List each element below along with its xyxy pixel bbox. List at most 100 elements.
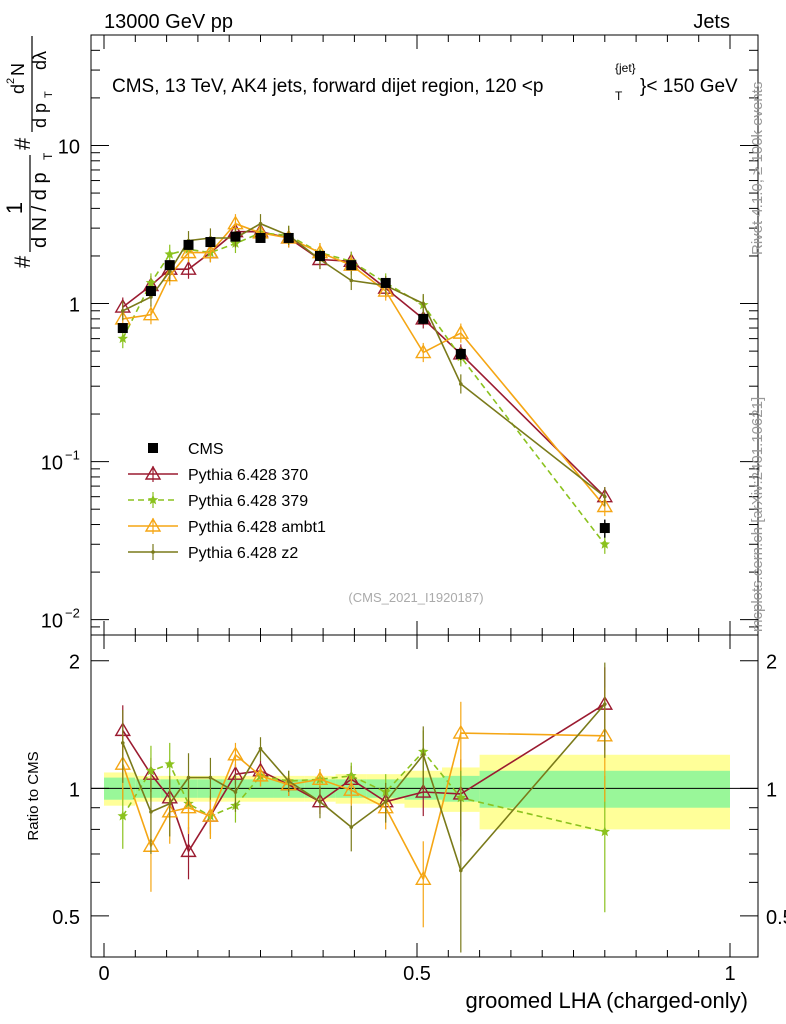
ratio-point-z2: [603, 702, 607, 706]
point-z2: [603, 494, 607, 499]
ratio-point-ambt1: [415, 870, 432, 886]
title-sup: {jet}: [615, 61, 636, 75]
ratio-point-p379: [145, 765, 157, 776]
ratio-y-tick-label: 0.5: [52, 907, 80, 929]
point-cms: [455, 348, 466, 359]
x-tick-label: 1: [724, 963, 735, 985]
ratio-point-ambt1: [180, 799, 197, 814]
ratio-y-tick-label: 1: [69, 779, 80, 801]
ratio-point-z2: [318, 799, 322, 804]
ratio-point-p370: [180, 842, 197, 858]
ratio-point-ambt1: [343, 781, 360, 796]
legend-marker-p379: [147, 494, 159, 505]
ylabel-frac2-num: d: [8, 84, 28, 94]
ratio-y-tick-label-right: 1: [766, 779, 777, 801]
ylabel-hash1: #: [10, 255, 35, 268]
plot-frames: [90, 34, 759, 958]
point-cms: [314, 250, 325, 261]
ylabel-frac2-den: d p: [30, 103, 50, 128]
point-cms: [164, 260, 175, 271]
ratio-plot-frame: [90, 634, 759, 958]
x-axis-label: groomed LHA (charged-only): [466, 988, 748, 1013]
ylabel-frac-den-sub: T: [41, 152, 55, 160]
point-p379: [117, 333, 128, 344]
ratio-point-z2: [349, 825, 354, 829]
legend-marker-z2: [151, 550, 155, 554]
point-cms: [346, 260, 357, 271]
point-p379: [599, 538, 610, 549]
ylabel-frac2-num-tail: N: [8, 63, 28, 76]
ratio-point-p379: [599, 826, 610, 837]
ratio-point-p370: [415, 783, 432, 798]
x-tick-label: 0: [98, 963, 109, 985]
point-z2: [149, 295, 153, 299]
rivet-version-label: Rivet 4.1.0, ≥ 100k events: [749, 82, 766, 255]
ratio-point-p379: [164, 758, 175, 769]
y-axis-label-main: # 1 d N / d p T # d 2 N d p T dλ: [2, 36, 55, 268]
legend-marker-p370: [144, 465, 162, 480]
ratio-point-z2: [208, 775, 213, 780]
series-ambt1: [114, 214, 614, 928]
legend-marker-cms: [148, 443, 158, 453]
point-ambt1: [596, 498, 614, 513]
point-z2: [459, 382, 463, 386]
series-line-ambt1: [122, 222, 606, 508]
ratio-point-p379: [117, 810, 128, 821]
legend-label-z2: Pythia 6.428 z2: [188, 545, 298, 562]
title-main: CMS, 13 TeV, AK4 jets, forward dijet reg…: [112, 76, 543, 97]
point-ambt1: [202, 244, 219, 259]
point-p370: [180, 260, 197, 275]
point-ambt1: [142, 306, 160, 321]
point-cms: [117, 323, 128, 334]
point-cms: [599, 523, 610, 534]
series-cms: [117, 231, 610, 538]
title-tail: }< 150 GeV: [640, 76, 738, 97]
main-y-tick-label-exp: −2: [65, 606, 80, 621]
main-y-tick-label: 10: [41, 453, 63, 475]
ratio-point-z2: [383, 799, 388, 804]
ratio-point-ambt1: [311, 770, 329, 786]
ylabel-frac-num: 1: [2, 202, 27, 214]
ratio-line-z2: [122, 703, 606, 873]
ratio-y-tick-label-right: 2: [766, 652, 777, 674]
ratio-y-tick-label-right: 0.5: [766, 907, 786, 929]
ratio-point-p379: [346, 770, 357, 781]
ratio-point-p379: [455, 792, 467, 803]
point-z2: [167, 269, 172, 274]
analysis-watermark: (CMS_2021_I1920187): [348, 590, 483, 605]
main-y-tick-label: 1: [69, 295, 80, 317]
title-sub: T: [615, 89, 623, 103]
point-z2: [258, 221, 263, 226]
point-cms: [380, 277, 391, 288]
plot-title: CMS, 13 TeV, AK4 jets, forward dijet reg…: [112, 61, 738, 103]
ratio-point-z2: [258, 746, 263, 751]
point-ambt1: [180, 244, 197, 259]
point-z2: [120, 308, 125, 313]
ratio-line-p379: [122, 750, 605, 833]
point-cms: [230, 231, 241, 242]
point-cms: [205, 237, 216, 248]
ylabel-frac-den: d N / d p: [29, 172, 51, 248]
point-p379: [145, 277, 157, 288]
point-cms: [145, 286, 156, 297]
ratio-point-ambt1: [452, 724, 470, 739]
point-cms: [255, 232, 266, 243]
ratio-point-z2: [286, 779, 291, 783]
main-y-tick-label: 10: [41, 611, 63, 633]
data-series: [114, 214, 614, 953]
header-left: 13000 GeV pp: [104, 11, 233, 33]
ylabel-frac2-den-tail: dλ: [30, 51, 50, 70]
y-axis-label-ratio: Ratio to CMS: [25, 751, 42, 840]
point-z2: [421, 301, 426, 306]
legend-label-p379: Pythia 6.428 379: [188, 493, 308, 510]
point-p379: [164, 248, 175, 259]
point-ambt1: [452, 324, 470, 339]
legend-label-cms: CMS: [188, 441, 224, 458]
ratio-point-ambt1: [252, 767, 269, 782]
main-y-tick-label: 10: [58, 136, 80, 158]
ylabel-hash2: #: [10, 137, 35, 150]
point-cms: [418, 313, 429, 324]
x-tick-label: 0.5: [403, 963, 431, 985]
